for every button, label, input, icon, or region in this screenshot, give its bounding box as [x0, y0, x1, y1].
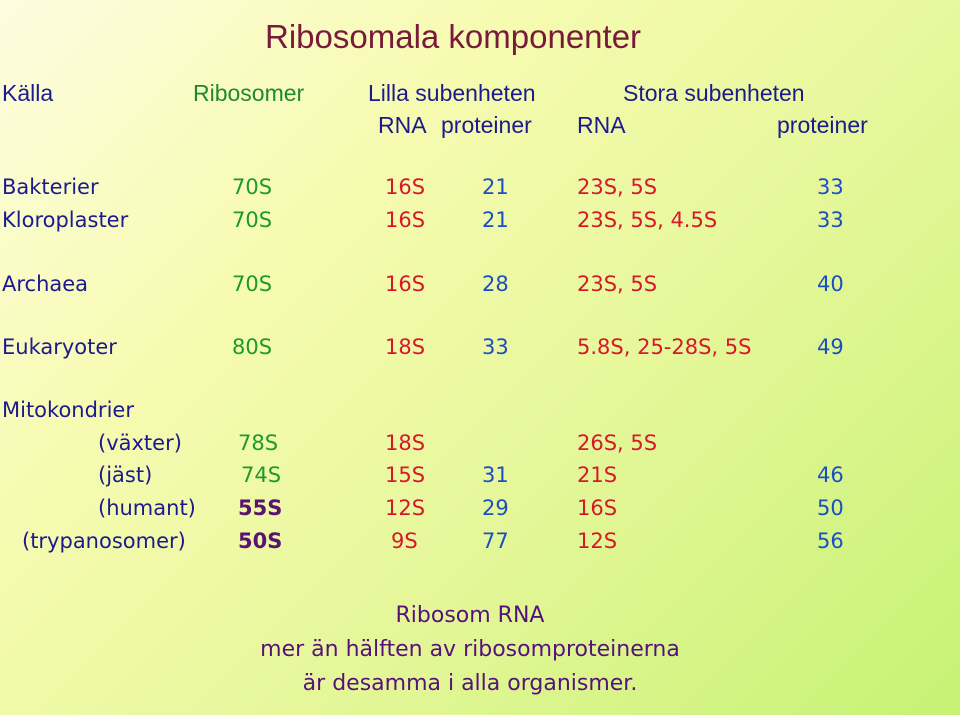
header-lilla-subenheten: Lilla subenheten	[368, 80, 536, 106]
row-ribosome: 50S	[238, 529, 283, 553]
note-line-3: är desamma i alla organismer.	[302, 671, 638, 696]
row-small-rna: 9S	[391, 529, 418, 553]
row-ribosome: 70S	[232, 272, 273, 296]
row-large-rna: 5.8S, 25-28S, 5S	[577, 335, 752, 359]
row-source: (trypanosomer)	[22, 529, 186, 553]
row-small-proteins: 28	[482, 272, 509, 296]
header-stora-subenheten: Stora subenheten	[623, 80, 805, 106]
row-small-rna: 16S	[385, 272, 426, 296]
row-small-rna: 18S	[385, 335, 426, 359]
row-small-rna: 18S	[385, 431, 426, 455]
header-lilla-rna: RNA	[378, 112, 427, 138]
row-ribosome: 70S	[232, 175, 273, 199]
row-source: Archaea	[2, 272, 89, 296]
note-line-1: Ribosom RNA	[395, 603, 545, 628]
header-lilla-proteiner: proteiner	[441, 112, 532, 138]
row-large-proteins: 33	[817, 175, 844, 199]
header-stora-rna: RNA	[577, 112, 626, 138]
row-ribosome: 74S	[241, 463, 282, 487]
row-small-rna: 16S	[385, 208, 426, 232]
header-ribosomer: Ribosomer	[193, 80, 305, 106]
row-small-proteins: 31	[482, 463, 509, 487]
row-large-rna: 23S, 5S	[577, 175, 658, 199]
row-small-proteins: 29	[482, 496, 509, 520]
row-small-proteins: 77	[482, 529, 509, 553]
row-large-rna: 23S, 5S, 4.5S	[577, 208, 718, 232]
row-large-proteins: 46	[817, 463, 844, 487]
header-kalla: Källa	[2, 80, 54, 106]
row-ribosome: 70S	[232, 208, 273, 232]
row-small-rna: 16S	[385, 175, 426, 199]
row-small-proteins: 21	[482, 208, 509, 232]
row-large-proteins: 49	[817, 335, 844, 359]
row-large-proteins: 40	[817, 272, 844, 296]
row-source: Bakterier	[2, 175, 99, 199]
row-large-rna: 23S, 5S	[577, 272, 658, 296]
row-large-rna: 12S	[577, 529, 618, 553]
row-large-rna: 26S, 5S	[577, 431, 658, 455]
row-ribosome: 78S	[238, 431, 279, 455]
row-source: Kloroplaster	[2, 208, 129, 232]
row-large-rna: 21S	[577, 463, 618, 487]
row-small-proteins: 33	[482, 335, 509, 359]
row-large-proteins: 56	[817, 529, 844, 553]
header-stora-proteiner: proteiner	[777, 112, 868, 138]
row-small-rna: 15S	[385, 463, 426, 487]
row-large-rna: 16S	[577, 496, 618, 520]
note-line-2: mer än hälften av ribosomproteinerna	[260, 637, 680, 662]
row-source: (humant)	[98, 496, 196, 520]
row-small-rna: 12S	[385, 496, 426, 520]
row-large-proteins: 33	[817, 208, 844, 232]
row-source: Eukaryoter	[2, 335, 117, 359]
row-ribosome: 55S	[238, 496, 283, 520]
row-small-proteins: 21	[482, 175, 509, 199]
row-ribosome: 80S	[232, 335, 273, 359]
row-large-proteins: 50	[817, 496, 844, 520]
row-source: (växter)	[98, 431, 182, 455]
row-source: (jäst)	[98, 463, 153, 487]
mito-label: Mitokondrier	[2, 398, 134, 422]
page-title: Ribosomala komponenter	[265, 18, 642, 55]
